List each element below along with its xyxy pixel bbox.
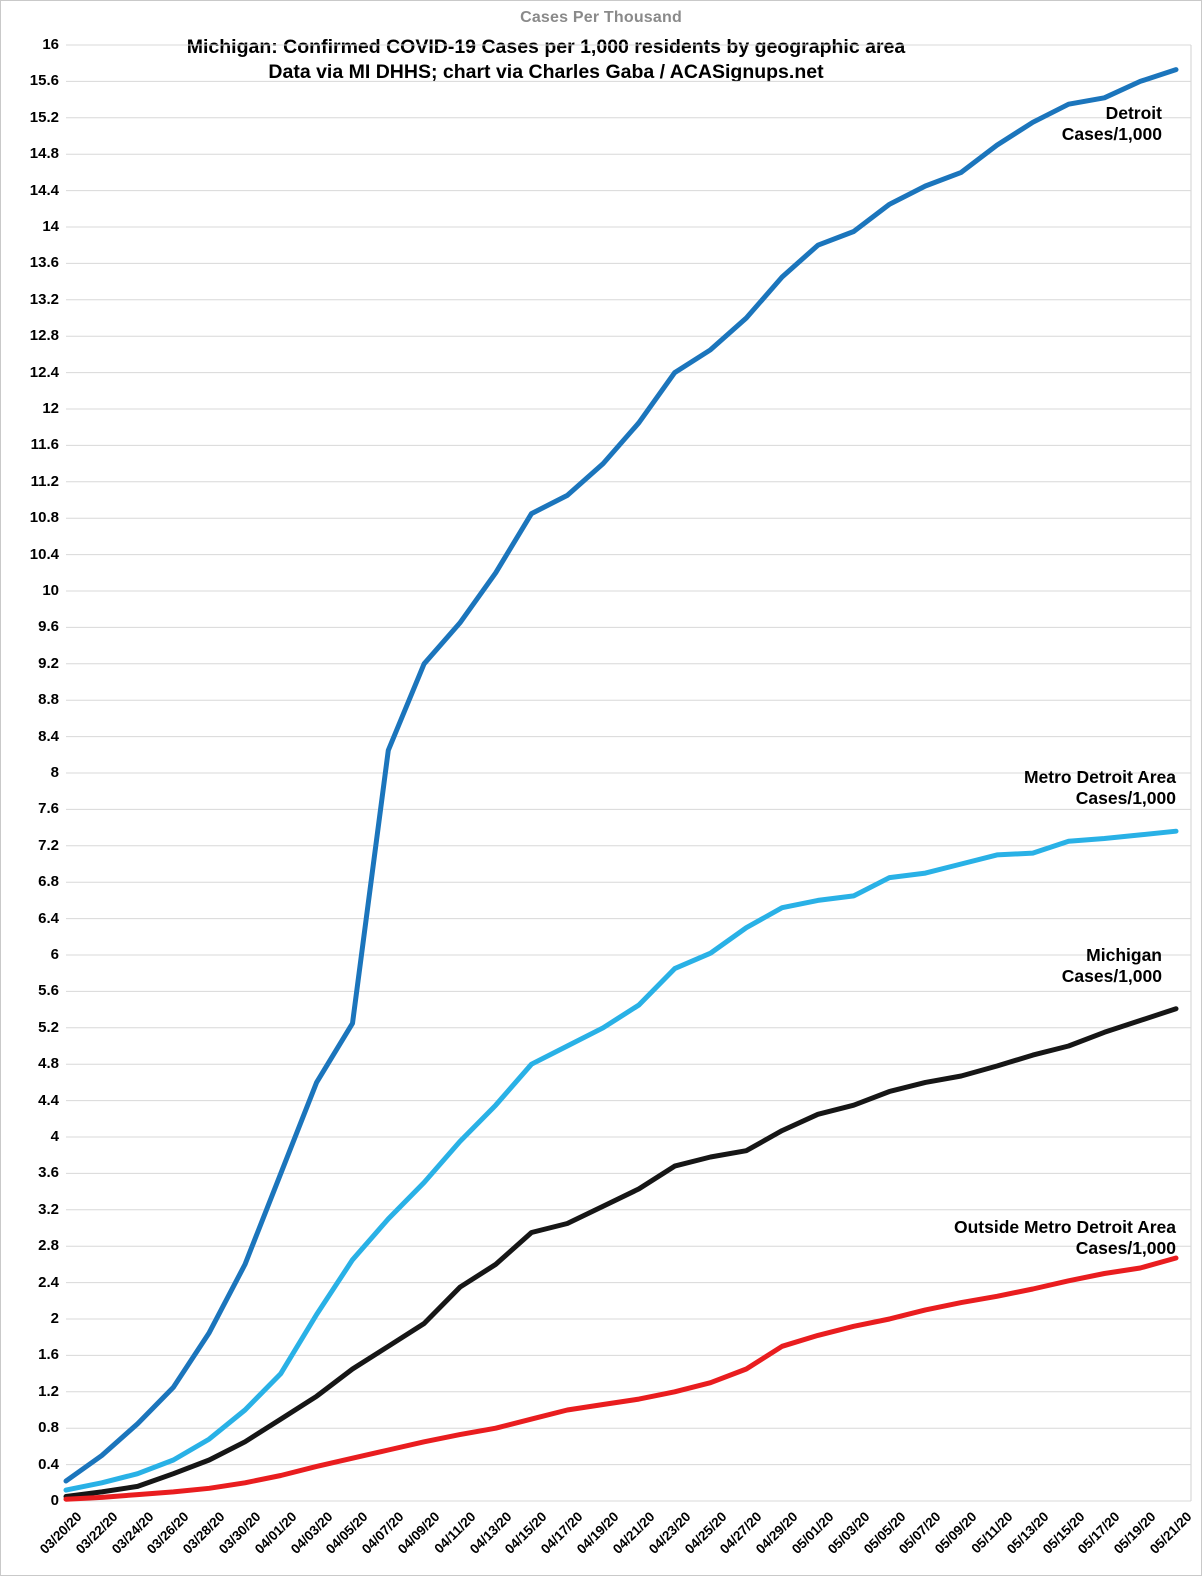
y-axis-tick-label: 14.8 [29,145,59,163]
series-label-outside-line1: Outside Metro Detroit Area [953,1217,1176,1237]
y-axis-tick-label: 7.2 [38,836,59,854]
y-axis-tick-label: 10.8 [29,509,59,527]
y-axis-tick-label: 3.6 [38,1164,59,1182]
y-axis-tick-label: 8 [50,764,59,781]
y-axis-tick-label: 12.4 [29,363,59,381]
series-label-outside-line2: Cases/1,000 [1075,1238,1176,1258]
series-label-michigan: Michigan Cases/1,000 [1062,945,1162,987]
y-axis-tick-label: 5.6 [38,982,59,1000]
y-axis-tick-label: 5.2 [38,1018,59,1036]
y-axis-tick-label: 12 [42,400,59,417]
y-axis-tick-label: 9.2 [38,654,59,672]
series-label-metro-detroit-area: Metro Detroit Area Cases/1,000 [1024,767,1176,809]
series-label-michigan-line1: Michigan [1086,945,1162,965]
series-label-michigan-line2: Cases/1,000 [1061,966,1162,986]
y-axis-tick-label: 0 [50,1492,59,1509]
series-label-detroit: Detroit Cases/1,000 [1062,103,1162,145]
y-axis-tick-label: 15.6 [29,72,59,90]
chart-title-line1: Michigan: Confirmed COVID-19 Cases per 1… [186,36,906,58]
y-axis-tick-label: 1.2 [38,1382,59,1400]
y-axis-tick-label: 11.2 [30,472,59,490]
y-axis-tick-label: 2.4 [38,1273,59,1291]
y-axis-tick-label: 7.6 [38,800,59,818]
y-axis-tick-label: 13.2 [29,290,59,308]
y-axis-tick-label: 8.4 [38,727,59,745]
y-axis-tick-label: 14.4 [29,181,59,199]
y-axis-tick-label: 2.8 [38,1237,59,1255]
y-axis-tick-label: 11.6 [30,436,59,454]
y-axis-tick-label: 13.6 [29,254,59,272]
y-axis-tick-label: 15.2 [29,108,59,126]
y-axis-tick-label: 10.4 [29,545,59,563]
series-label-metro-line1: Metro Detroit Area [1023,767,1176,787]
chart-header-label: Cases Per Thousand [520,9,682,26]
series-label-detroit-line2: Cases/1,000 [1061,124,1162,144]
y-axis-tick-label: 9.6 [38,618,59,636]
series-line-outside-metro-detroit-area [63,1255,1179,1502]
y-axis-tick-label: 10 [42,582,59,599]
y-axis-tick-label: 6.4 [38,909,59,927]
y-axis-tick-label: 2 [50,1310,59,1327]
y-axis-tick-label: 14 [42,218,59,235]
series-line-michigan [63,1006,1179,1499]
series-line-detroit [63,67,1179,1484]
y-axis-tick-label: 0.4 [38,1455,59,1473]
series-label-metro-line2: Cases/1,000 [1075,788,1176,808]
y-axis-tick-label: 4.8 [38,1055,59,1073]
y-axis-tick-label: 4 [50,1128,59,1145]
y-axis-tick-label: 12.8 [29,327,59,345]
chart-title: Michigan: Confirmed COVID-19 Cases per 1… [1,35,1091,85]
y-axis-tick-label: 0.8 [38,1419,59,1437]
y-axis-tick-label: 4.4 [38,1091,59,1109]
chart-title-line2: Data via MI DHHS; chart via Charles Gaba… [268,61,824,83]
y-axis-tick-label: 6 [50,946,59,963]
y-axis-tick-label: 16 [42,36,59,53]
series-label-detroit-line1: Detroit [1105,103,1162,123]
y-axis-tick-label: 1.6 [38,1346,59,1364]
y-axis-tick-label: 3.2 [38,1200,59,1218]
series-line-metro-detroit-area [63,828,1179,1493]
series-label-outside-metro-detroit-area: Outside Metro Detroit Area Cases/1,000 [954,1217,1176,1259]
y-axis-tick-label: 6.8 [38,873,59,891]
y-axis-tick-label: 8.8 [38,691,59,709]
